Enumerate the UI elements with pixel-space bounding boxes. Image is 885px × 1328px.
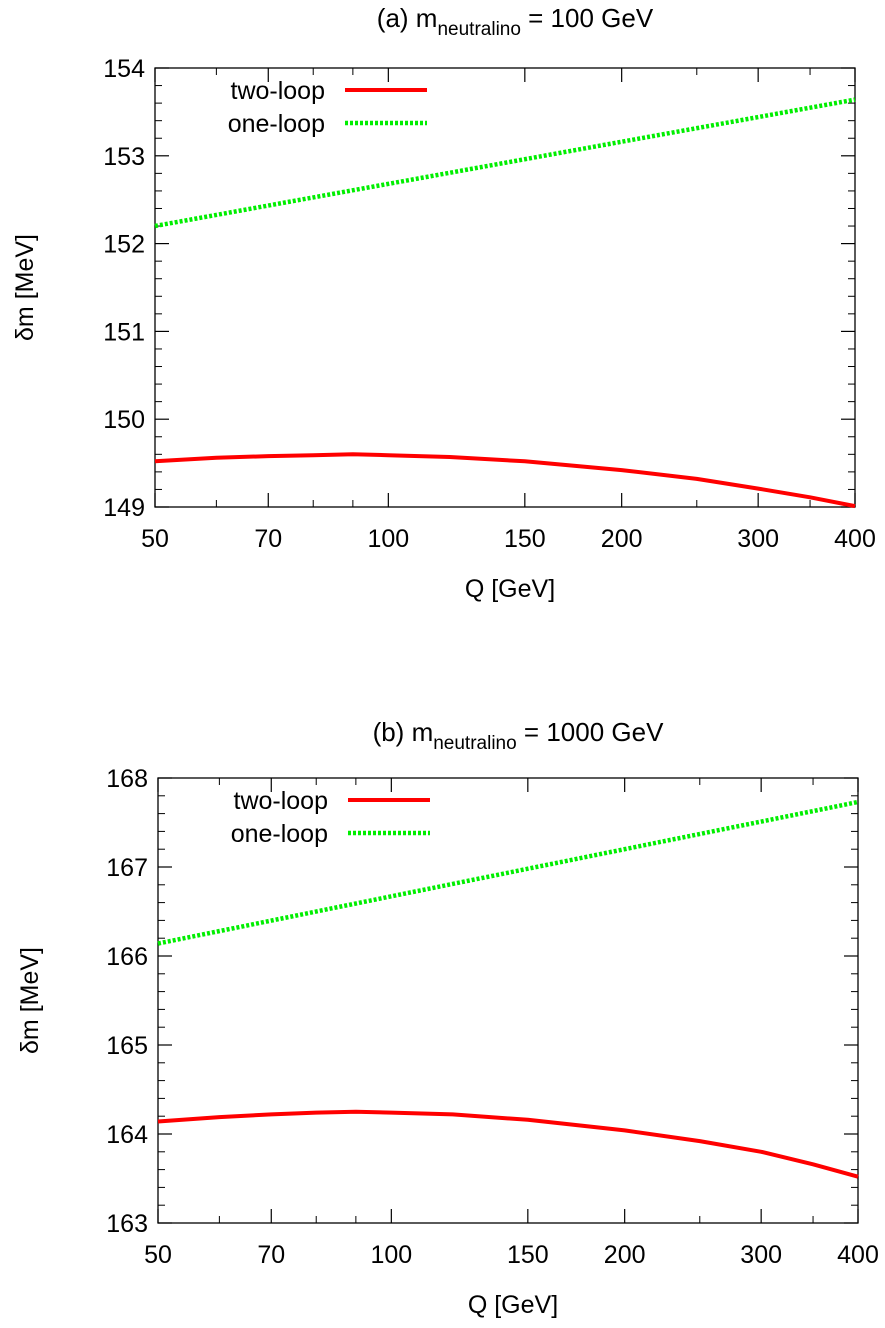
series-line-two-loop xyxy=(154,452,856,509)
x-tick-label: 100 xyxy=(370,1241,412,1269)
plot-frame xyxy=(157,777,859,1224)
chart-panel-b: (b) mneutralino = 1000 GeV 50 70 100 150 200 3… xyxy=(16,717,879,1319)
x-axis-label: Q [GeV] xyxy=(465,575,555,603)
chart-title-subscript: neutralino xyxy=(433,733,516,754)
x-tick-label: 200 xyxy=(604,1241,646,1269)
chart-title: (a) mneutralino = 100 GeV xyxy=(377,3,654,40)
plot-frame xyxy=(154,67,856,508)
x-tick-label: 150 xyxy=(507,1241,549,1269)
legend-label-two-loop: two-loop xyxy=(231,77,326,105)
y-tick-label: 151 xyxy=(103,318,145,346)
y-axis-label: δm [MeV] xyxy=(11,234,39,341)
x-tick-label: 70 xyxy=(254,525,282,553)
y-tick-label: 164 xyxy=(106,1121,148,1149)
series-line-two-loop xyxy=(157,1109,859,1179)
x-tick-label: 50 xyxy=(141,525,169,553)
x-tick-label: 400 xyxy=(837,1241,879,1269)
y-tick-label: 168 xyxy=(106,765,148,793)
series-line-one-loop xyxy=(154,97,856,229)
x-tick-label: 70 xyxy=(257,1241,285,1269)
y-tick-label: 166 xyxy=(106,943,148,971)
y-tick-label: 165 xyxy=(106,1032,148,1060)
chart-title-main: (b) m xyxy=(373,717,434,747)
x-tick-label: 50 xyxy=(144,1241,172,1269)
chart-panel-a: (a) mneutralino = 100 GeV 50 70 100 150 200 30… xyxy=(11,3,876,603)
y-tick-label: 152 xyxy=(103,231,145,259)
x-axis-label: Q [GeV] xyxy=(468,1291,558,1319)
y-tick-label: 163 xyxy=(106,1210,148,1238)
y-tick-label: 153 xyxy=(103,143,145,171)
legend-label-one-loop: one-loop xyxy=(231,820,328,848)
chart-title: (b) mneutralino = 1000 GeV xyxy=(373,717,665,754)
legend-label-one-loop: one-loop xyxy=(228,110,325,138)
chart-title-subscript: neutralino xyxy=(437,19,520,40)
chart-title-rest: = 100 GeV xyxy=(521,3,654,33)
x-tick-label: 300 xyxy=(737,525,779,553)
series-line-one-loop xyxy=(157,799,859,946)
y-axis-label: δm [MeV] xyxy=(16,947,44,1054)
x-tick-label: 300 xyxy=(740,1241,782,1269)
x-tick-label: 200 xyxy=(601,525,643,553)
y-tick-label: 150 xyxy=(103,406,145,434)
chart-title-main: (a) m xyxy=(377,3,438,33)
x-tick-label: 150 xyxy=(504,525,546,553)
chart-title-rest: = 1000 GeV xyxy=(517,717,664,747)
y-tick-label: 149 xyxy=(103,494,145,522)
legend-label-two-loop: two-loop xyxy=(234,787,329,815)
x-tick-label: 100 xyxy=(367,525,409,553)
y-tick-label: 154 xyxy=(103,55,145,83)
y-tick-label: 167 xyxy=(106,854,148,882)
x-tick-label: 400 xyxy=(834,525,876,553)
